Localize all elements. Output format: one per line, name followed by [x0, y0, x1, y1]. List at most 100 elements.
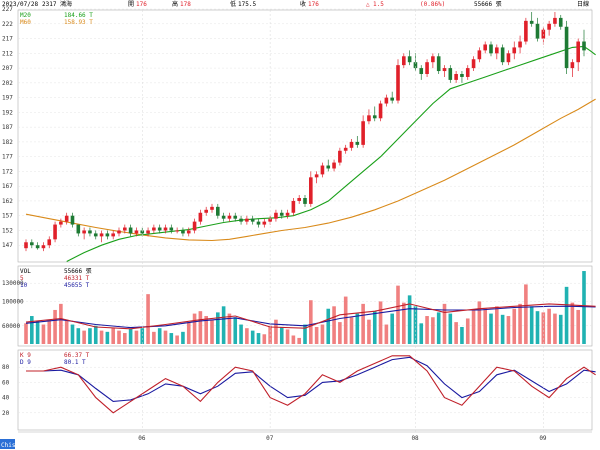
- candle-body: [93, 233, 98, 237]
- candle: [582, 29, 586, 57]
- volume-bar: [239, 324, 243, 344]
- candle-body: [285, 212, 290, 216]
- y-tick-label: 80: [2, 364, 10, 371]
- candle-body: [582, 41, 586, 51]
- candle-body: [291, 200, 296, 213]
- candle: [367, 109, 371, 125]
- candle-body: [274, 212, 278, 219]
- volume-bar: [186, 322, 191, 344]
- volume-bar: [582, 271, 586, 344]
- candle-body: [402, 56, 406, 66]
- candle-body: [210, 206, 214, 210]
- candle: [30, 239, 34, 249]
- candle: [425, 59, 429, 77]
- candle: [378, 100, 383, 122]
- volume-bar: [553, 313, 557, 344]
- volume-bar: [524, 284, 528, 344]
- y-tick-label: 147: [2, 242, 13, 249]
- y-tick-label: 40: [2, 395, 10, 402]
- volume-bar: [117, 330, 121, 344]
- candle: [460, 71, 464, 83]
- candle: [192, 218, 197, 234]
- candle-body: [448, 68, 453, 80]
- y-tick-label: 212: [2, 50, 13, 57]
- volume-bar: [320, 324, 325, 344]
- candle: [372, 106, 377, 122]
- vol-ma10-line: [25, 305, 596, 329]
- volume-bar: [233, 317, 238, 344]
- volume-bar: [24, 323, 28, 344]
- candle-body: [355, 141, 360, 145]
- candle-body: [384, 97, 389, 104]
- volume-bar: [30, 316, 34, 344]
- corner-tab-label[interactable]: Chism: [1, 442, 19, 449]
- volume-bar: [436, 312, 441, 344]
- volume-bar: [367, 319, 371, 344]
- y-tick-label: 202: [2, 80, 13, 87]
- volume-bar: [47, 319, 52, 344]
- volume-bar: [564, 286, 569, 344]
- candle: [24, 239, 28, 252]
- candle-body: [117, 230, 121, 234]
- candle-body: [495, 47, 499, 54]
- candle-body: [314, 174, 319, 178]
- legend-ma2-value: 158.93 T: [64, 19, 93, 26]
- ma60-polyline: [25, 98, 596, 242]
- candle-body: [169, 227, 174, 231]
- volume-bar: [181, 331, 185, 344]
- candle: [448, 65, 453, 83]
- k-polyline: [26, 355, 596, 414]
- corner-tab[interactable]: Chism: [0, 439, 19, 449]
- volume-bar: [512, 308, 517, 344]
- candle: [495, 44, 499, 60]
- candle-body: [128, 227, 133, 234]
- volume-bar: [204, 316, 208, 344]
- candle-body: [59, 221, 63, 225]
- y-tick-label: 167: [2, 183, 13, 190]
- volume-bar: [285, 329, 290, 344]
- volume-bar: [506, 316, 511, 344]
- volume-bar: [227, 313, 232, 344]
- candle-body: [407, 56, 412, 63]
- d-polyline: [26, 356, 596, 402]
- volume-bar: [402, 302, 406, 344]
- x-axis: 06 07 08 09 10: [18, 10, 592, 442]
- candle: [134, 227, 139, 237]
- vol-ma2-value: 45655 T: [64, 282, 90, 289]
- volume-panel: 60000 100000 130000 VOL 55666 張 5 46331 T …: [2, 265, 596, 347]
- candle: [477, 47, 482, 63]
- volume-bar: [221, 306, 226, 344]
- candle: [99, 230, 104, 243]
- candle-body: [396, 65, 400, 101]
- candle-body: [227, 215, 232, 219]
- candle: [396, 59, 400, 104]
- header-date: 2023/07/28: [2, 1, 39, 8]
- candle-body: [35, 245, 40, 249]
- y-tick-label: 130000: [2, 280, 24, 287]
- candle-body: [256, 221, 261, 225]
- candle: [285, 209, 290, 219]
- candle-body: [570, 62, 575, 69]
- candle-body: [372, 115, 377, 119]
- corner-tab-bg[interactable]: [0, 439, 15, 449]
- candle-body: [506, 53, 511, 63]
- price-panel-frame: [17, 9, 593, 263]
- volume-bar: [576, 309, 580, 344]
- candle: [157, 224, 162, 234]
- volume-bar: [349, 317, 354, 344]
- candle: [128, 224, 133, 237]
- header-open-label: 開: [128, 1, 134, 8]
- volume-bar: [454, 322, 458, 344]
- candle: [227, 212, 232, 222]
- candle: [314, 171, 319, 184]
- volume-bar: [123, 333, 127, 344]
- volume-bar: [483, 308, 487, 344]
- candle-body: [413, 62, 418, 69]
- candle: [489, 41, 493, 57]
- candle-body: [146, 230, 150, 234]
- volume-bar: [146, 294, 150, 344]
- candle-body: [47, 239, 52, 246]
- candle: [349, 138, 354, 151]
- candle: [431, 53, 435, 69]
- candle: [53, 221, 57, 243]
